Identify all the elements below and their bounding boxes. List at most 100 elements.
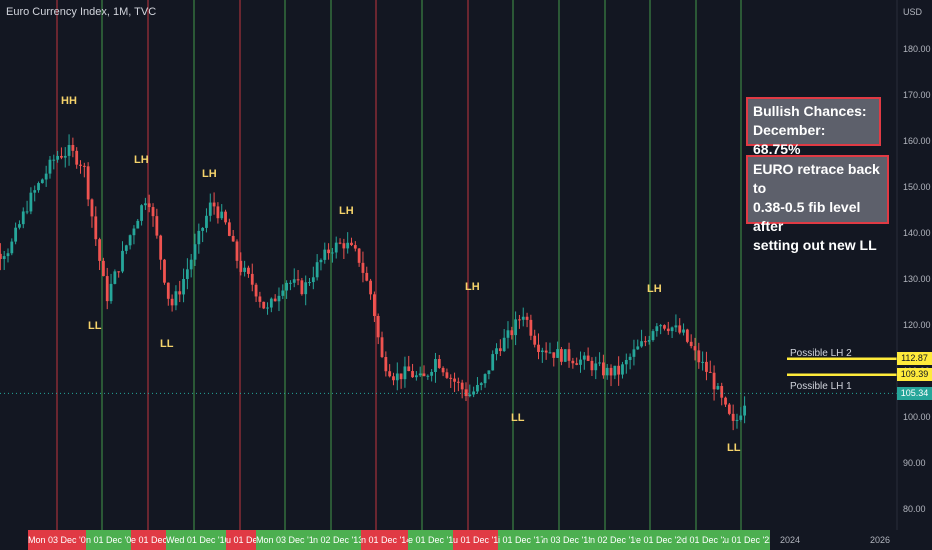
candle — [498, 348, 502, 352]
candle — [735, 419, 739, 421]
candle — [243, 267, 247, 272]
candle — [693, 346, 697, 351]
candle — [231, 235, 235, 242]
y-tick-label: 170.00 — [903, 90, 931, 100]
candle — [44, 173, 48, 180]
candle — [262, 301, 266, 309]
candle — [426, 375, 430, 377]
candle — [594, 363, 598, 371]
candle — [579, 359, 582, 365]
candle — [445, 372, 449, 378]
candle — [18, 224, 21, 228]
x-axis-label: n 01 Dec '08 — [86, 530, 131, 550]
candle — [598, 362, 601, 364]
candle — [727, 404, 731, 414]
candle — [250, 273, 254, 285]
x-axis-label: u 01 Dec '22 — [724, 530, 770, 550]
x-axis-label: Mon 03 Dec '12 — [256, 530, 313, 550]
candle — [86, 166, 90, 200]
x-axis-label: n 01 Dec '14 — [361, 530, 408, 550]
candle — [621, 364, 624, 375]
candle — [685, 329, 689, 342]
candle — [571, 360, 575, 364]
retrace-note-line3: setting out new LL — [753, 237, 877, 253]
candle — [224, 211, 227, 223]
candle — [40, 179, 44, 184]
candle — [491, 354, 495, 371]
candle — [67, 144, 71, 156]
candle — [369, 280, 372, 295]
candle — [266, 307, 269, 309]
candle — [399, 373, 403, 380]
candle — [724, 397, 727, 405]
candle — [453, 378, 456, 382]
candle — [678, 325, 682, 333]
candle — [476, 385, 479, 392]
candle — [205, 215, 208, 228]
candle — [743, 405, 747, 416]
swing-label-lh: LH — [339, 205, 354, 217]
candle — [220, 211, 224, 219]
swing-label-ll: LL — [511, 412, 525, 424]
candle — [510, 330, 514, 336]
candle — [483, 374, 487, 384]
candle — [556, 349, 559, 358]
candle — [247, 267, 250, 274]
candle — [6, 253, 10, 257]
candle — [460, 382, 464, 390]
price-tag-lh1: 109.39 — [897, 368, 932, 382]
retrace-note-box[interactable]: EURO retrace back to 0.38-0.5 fib level … — [746, 155, 889, 253]
candle — [624, 359, 628, 365]
candle — [414, 375, 418, 378]
swing-label-hh: HH — [61, 94, 77, 107]
x-axis-label: e 01 Dec — [131, 530, 166, 550]
candle — [441, 367, 445, 373]
candle — [392, 376, 395, 381]
candle — [590, 360, 594, 371]
swing-label-ll: LL — [160, 338, 174, 351]
candle — [113, 271, 117, 284]
candle — [273, 298, 277, 302]
candle — [334, 242, 338, 253]
candle — [552, 352, 556, 358]
x-axis-label: i 01 Dec '17 — [498, 530, 543, 550]
candle — [174, 291, 178, 306]
candle — [731, 413, 735, 421]
candle — [712, 372, 716, 390]
candle — [384, 357, 388, 372]
candle — [628, 356, 632, 360]
candle — [140, 205, 143, 221]
candle — [663, 325, 666, 329]
candle — [155, 216, 159, 236]
candle — [617, 365, 621, 375]
candle — [227, 222, 231, 236]
candle — [464, 389, 468, 397]
candle — [640, 341, 643, 347]
candle — [514, 319, 518, 336]
candle — [720, 386, 724, 398]
bullish-chances-box[interactable]: Bullish Chances: December: 68.75% — [746, 97, 881, 157]
candle — [178, 291, 182, 295]
candle — [411, 371, 414, 378]
candle — [567, 349, 571, 361]
candle — [372, 294, 376, 316]
y-tick-label: 160.00 — [903, 136, 931, 146]
candle — [350, 242, 353, 246]
x-axis-label: u 01 Dec '16 — [453, 530, 498, 550]
candle — [48, 159, 52, 174]
candle — [296, 279, 300, 281]
candle — [289, 282, 292, 284]
retrace-note-line2: 0.38-0.5 fib level after — [753, 199, 861, 234]
candle — [216, 206, 220, 219]
x-axis-label: u 01 Dec — [226, 530, 256, 550]
candle — [71, 144, 75, 151]
candle — [582, 355, 586, 360]
price-tag-lh2: 112.87 — [897, 352, 932, 366]
candle — [521, 316, 525, 320]
x-axis-label: 2026 — [869, 535, 891, 545]
candle — [338, 242, 342, 244]
candle — [269, 298, 273, 308]
candle — [189, 259, 193, 270]
candle — [311, 277, 315, 283]
